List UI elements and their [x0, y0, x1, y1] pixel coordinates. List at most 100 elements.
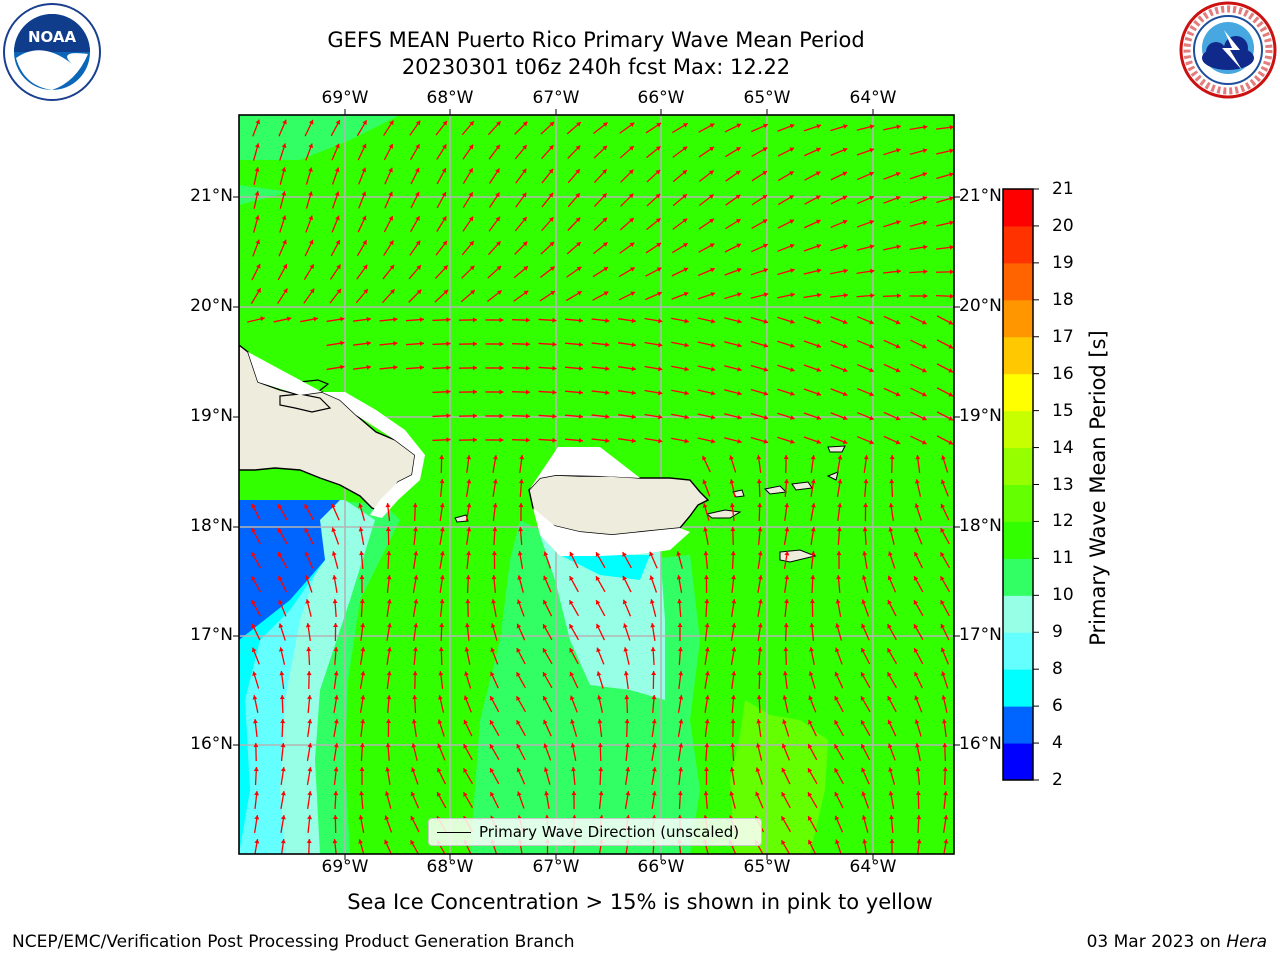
wave-arrow-head [359, 551, 365, 556]
wave-arrow-head [651, 671, 657, 676]
wave-arrow-head [277, 504, 283, 509]
wave-arrow-head [756, 455, 762, 460]
wave-arrow-head [649, 551, 654, 557]
wave-arrow-head [809, 623, 815, 628]
no-data-mask [529, 447, 640, 490]
wave-arrow-head [895, 171, 901, 177]
wave-arrow-head [340, 340, 345, 346]
wave-arrow-head [949, 172, 954, 178]
wave-arrow-head [628, 169, 634, 175]
wave-arrow-head [704, 623, 710, 628]
wave-arrow-head [386, 623, 392, 628]
wave-arrow-head [549, 266, 555, 271]
wave-arrow-head [762, 147, 768, 152]
period-10-11-region [239, 115, 400, 160]
wave-arrow-head [842, 343, 848, 349]
wave-direction-arrows [247, 119, 954, 854]
wave-arrow-head [549, 121, 555, 127]
wave-arrow-head [628, 193, 634, 199]
wave-arrow-head [603, 291, 609, 296]
wave-arrow-head [499, 341, 504, 347]
wave-arrow-head [466, 551, 472, 556]
wave-arrow-head [605, 318, 610, 324]
wave-arrow-head [709, 218, 714, 224]
wave-arrow-head [569, 671, 575, 677]
wave-arrow-head [915, 791, 921, 796]
wave-arrow-head [543, 767, 549, 772]
wave-arrow-head [439, 575, 445, 580]
wave-arrow-head [543, 575, 548, 581]
wave-arrow-head [757, 623, 763, 628]
wave-arrow-head [499, 365, 504, 371]
colorbar-segment [1003, 669, 1033, 707]
wave-arrow-head [948, 344, 953, 349]
mona-island-land [454, 514, 469, 523]
chart-subtitle: 20230301 t06z 240h fcst Max: 12.22 [401, 55, 791, 79]
colorbar-segment [1003, 373, 1033, 412]
wave-arrow-head [489, 696, 495, 701]
wave-arrow-head [863, 479, 869, 484]
wave-arrow-head [492, 479, 498, 484]
wave-arrow-head [862, 527, 868, 532]
wave-arrow-head [413, 575, 419, 580]
wave-arrow-head [783, 455, 789, 460]
wave-arrow-head [757, 551, 763, 556]
wave-arrow-head [703, 575, 709, 580]
wave-arrow-head [921, 343, 927, 349]
wave-arrow-head [523, 290, 529, 296]
wave-arrow-head [862, 551, 868, 556]
wave-arrow-head [388, 191, 393, 197]
vieques-land [705, 509, 742, 519]
wave-arrow-head [895, 343, 901, 349]
wave-arrow-head [465, 575, 471, 580]
wave-arrow-head [887, 719, 893, 725]
wave-arrow-head [789, 439, 795, 444]
wave-arrow-head [843, 292, 848, 298]
wave-arrow-head [466, 503, 472, 508]
wave-arrow-head [516, 767, 522, 773]
wave-arrow-head [842, 195, 848, 201]
wave-arrow-head [386, 575, 392, 580]
wave-arrow-head [332, 575, 338, 580]
wave-arrow-head [863, 455, 869, 460]
wave-arrow-head [861, 815, 867, 820]
wave-arrow-head [730, 527, 736, 532]
wave-arrow-head [465, 599, 471, 604]
wave-arrow-head [843, 244, 848, 249]
wave-arrow-head [571, 767, 576, 772]
wave-arrow-head [495, 192, 500, 198]
wave-arrow-head [710, 414, 716, 420]
wave-arrow-head [552, 317, 557, 323]
wave-arrow-head [763, 414, 769, 420]
wave-arrow-head [656, 123, 662, 128]
colorbar-segment [1003, 484, 1033, 522]
wave-arrow-head [895, 415, 901, 421]
wave-arrow-head [949, 148, 954, 154]
wave-arrow-head [783, 623, 789, 628]
wave-arrow-head [655, 169, 661, 175]
wave-arrow-head [651, 791, 657, 796]
wave-arrow-head [439, 623, 445, 628]
wave-arrow-head [552, 341, 557, 347]
wave-arrow-head [704, 599, 710, 604]
wave-arrow-head [385, 527, 391, 532]
wave-arrow-head [308, 143, 314, 149]
lon-label-bottom: 68°W [426, 857, 474, 877]
colorbar-tick-label: 15 [1052, 400, 1074, 421]
lon-label-bottom: 67°W [532, 857, 580, 877]
wave-arrow-head [543, 719, 548, 725]
wave-arrow-head [895, 319, 901, 325]
wave-arrow-head [807, 792, 813, 797]
wave-arrow-head [499, 317, 504, 323]
wave-arrow-head [755, 767, 761, 773]
wave-arrow-head [415, 216, 420, 221]
wave-arrow-head [333, 791, 339, 796]
wave-arrow-head [436, 792, 442, 797]
wave-arrow-head [816, 268, 822, 274]
wave-arrow-head [472, 341, 477, 347]
wave-arrow-head [439, 479, 445, 484]
wave-arrow-head [783, 647, 789, 652]
wave-arrow-head [304, 504, 309, 509]
wave-arrow-head [542, 672, 548, 677]
wave-arrow-head [731, 623, 737, 628]
